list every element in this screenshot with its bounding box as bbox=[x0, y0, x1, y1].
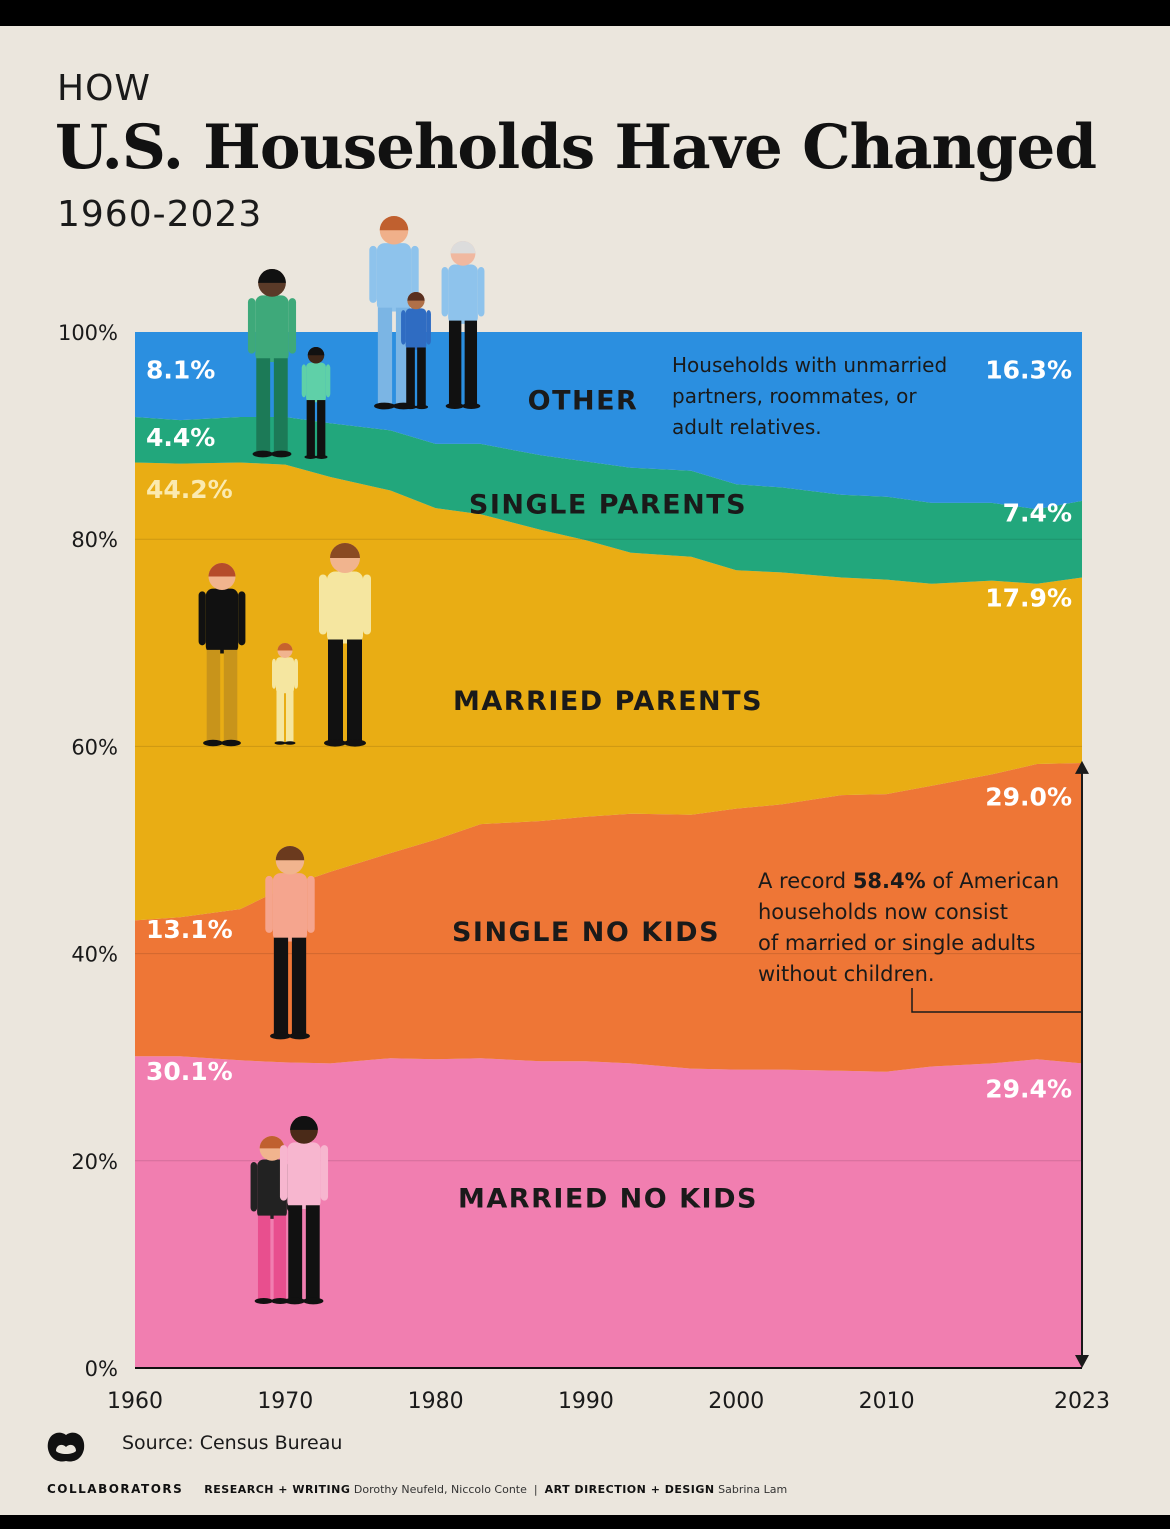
pretitle: HOW bbox=[57, 68, 152, 109]
start-value-label: 13.1% bbox=[146, 915, 233, 944]
record-note-line: without children. bbox=[758, 962, 935, 986]
record-bracket bbox=[911, 988, 1082, 1013]
other-note-line: partners, roommates, or bbox=[672, 384, 917, 408]
page-title: U.S. Households Have Changed bbox=[55, 112, 1097, 183]
record-note-first-line: A record 58.4% of American bbox=[758, 869, 1059, 893]
record-note-before: A record bbox=[758, 869, 853, 893]
x-tick-label: 1970 bbox=[257, 1389, 313, 1414]
start-value-label: 44.2% bbox=[146, 475, 233, 504]
x-tick-label: 1960 bbox=[107, 1389, 163, 1414]
person-mother bbox=[198, 563, 246, 747]
art-names: Sabrina Lam bbox=[718, 1483, 788, 1496]
art-label: ART DIRECTION + DESIGN bbox=[544, 1483, 715, 1496]
y-tick-label: 60% bbox=[71, 735, 118, 759]
credits-separator: | bbox=[533, 1483, 538, 1496]
end-value-label: 29.0% bbox=[985, 782, 1072, 811]
x-tick-label: 2000 bbox=[708, 1389, 764, 1414]
end-value-label: 7.4% bbox=[1003, 499, 1072, 528]
person-boy bbox=[401, 292, 431, 410]
person-wife bbox=[250, 1136, 294, 1304]
record-note-line: of married or single adults bbox=[758, 931, 1035, 955]
y-tick-label: 20% bbox=[71, 1150, 118, 1174]
collaborators-logo-icon bbox=[47, 1432, 85, 1462]
other-note-line: Households with unmarried bbox=[672, 353, 947, 377]
stacked-area-chart: 0% 20% 40% 60% 80% 100% 1960 1970 1980 1990 2000 20… bbox=[58, 216, 1110, 1414]
brand-name: COLLABORATORS bbox=[47, 1482, 184, 1496]
end-value-label: 16.3% bbox=[985, 356, 1072, 385]
research-label: RESEARCH + WRITING bbox=[204, 1483, 351, 1496]
category-label: SINGLE PARENTS bbox=[469, 489, 747, 520]
category-label: MARRIED NO KIDS bbox=[458, 1183, 758, 1214]
x-tick-label: 1980 bbox=[408, 1389, 464, 1414]
research-names: Dorothy Neufeld, Niccolo Conte bbox=[353, 1483, 527, 1496]
start-value-label: 30.1% bbox=[146, 1057, 233, 1086]
end-value-label: 29.4% bbox=[985, 1075, 1072, 1104]
source-note: Source: Census Bureau bbox=[122, 1432, 343, 1454]
label-layer: 8.1% 4.4% 44.2% 13.1% 30.1% 16.3% 7.4% 17.9% 29.… bbox=[146, 353, 1089, 1368]
credits: COLLABORATORS RESEARCH + WRITING Dorothy… bbox=[47, 1482, 787, 1496]
area-married-no-kids bbox=[135, 1056, 1082, 1368]
infographic-page: HOW U.S. Households Have Changed 1960-20… bbox=[0, 26, 1170, 1515]
person-grandmother bbox=[441, 241, 485, 409]
x-tick-label: 2023 bbox=[1054, 1389, 1110, 1414]
start-value-label: 4.4% bbox=[146, 423, 215, 452]
category-label: MARRIED PARENTS bbox=[453, 686, 763, 717]
category-label: OTHER bbox=[528, 386, 639, 417]
y-tick-label: 100% bbox=[58, 321, 118, 345]
person-father bbox=[319, 543, 371, 747]
record-note-bold: 58.4% bbox=[853, 869, 926, 893]
end-value-label: 17.9% bbox=[985, 584, 1072, 613]
area-married-parents bbox=[135, 462, 1082, 921]
record-note-line: households now consist bbox=[758, 900, 1008, 924]
illustrations bbox=[198, 216, 485, 1305]
person-toddler bbox=[272, 643, 298, 745]
y-tick-label: 0% bbox=[85, 1357, 118, 1381]
person-husband bbox=[279, 1116, 329, 1305]
y-tick-label: 80% bbox=[71, 528, 118, 552]
area-single-parents bbox=[135, 417, 1082, 584]
record-note-after: of American bbox=[926, 869, 1060, 893]
arrow-up-icon bbox=[1075, 760, 1089, 774]
subtitle: 1960-2023 bbox=[57, 194, 263, 235]
arrow-down-icon bbox=[1075, 1355, 1089, 1368]
category-label: SINGLE NO KIDS bbox=[452, 917, 720, 948]
x-tick-label: 2010 bbox=[859, 1389, 915, 1414]
person-woman-green bbox=[247, 269, 297, 458]
person-single-man bbox=[265, 846, 315, 1040]
axes-layer: 0% 20% 40% 60% 80% 100% 1960 1970 1980 1990 2000 20… bbox=[58, 321, 1110, 1414]
x-tick-label: 1990 bbox=[558, 1389, 614, 1414]
y-tick-label: 40% bbox=[71, 943, 118, 967]
area-other bbox=[135, 332, 1082, 510]
other-note-line: adult relatives. bbox=[672, 415, 822, 439]
area-single-no-kids bbox=[135, 763, 1082, 1072]
person-woman-blue bbox=[369, 216, 419, 410]
person-child bbox=[301, 347, 331, 459]
start-value-label: 8.1% bbox=[146, 356, 215, 385]
area-layer bbox=[135, 332, 1082, 1368]
